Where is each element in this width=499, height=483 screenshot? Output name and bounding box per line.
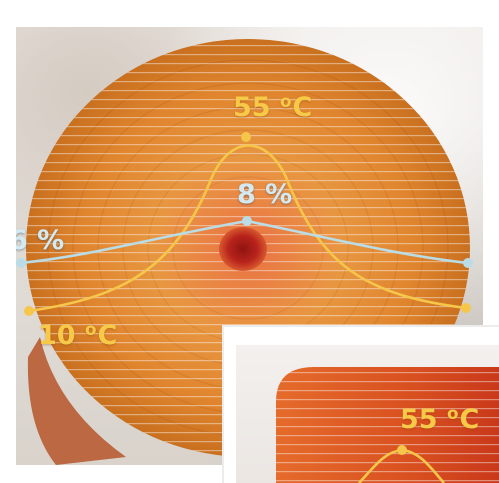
temperature-curve xyxy=(28,144,467,313)
temp-edge-label: 10 oC xyxy=(38,319,118,352)
inset-temperature-point-peak xyxy=(397,445,407,455)
temperature-point-peak xyxy=(241,132,251,142)
inset-detail-panel: 55 oC xyxy=(222,325,499,483)
moisture-point-left xyxy=(16,258,26,268)
moisture-peak-label: 8 % xyxy=(237,179,293,210)
roll-side xyxy=(27,337,126,465)
heat-core xyxy=(219,227,267,271)
moisture-edge-label: 6 % xyxy=(16,225,65,256)
main-image-frame: 55 oC 8 % 6 % 10 oC xyxy=(16,27,483,465)
temperature-point-right xyxy=(461,303,471,313)
inset-illustration xyxy=(276,367,499,483)
inset-stripes xyxy=(276,367,499,483)
moisture-point-right xyxy=(463,258,473,268)
moisture-point-peak xyxy=(242,216,252,226)
temperature-point-left xyxy=(24,306,34,316)
inset-temp-peak-label: 55 oC xyxy=(400,403,480,436)
temp-peak-label: 55 oC xyxy=(233,91,313,124)
